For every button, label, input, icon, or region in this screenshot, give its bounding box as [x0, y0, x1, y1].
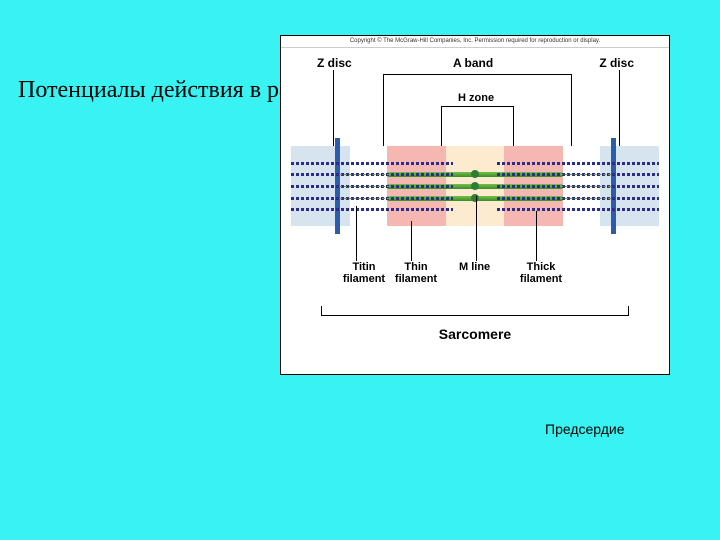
label-atrium: Предсердие	[545, 421, 625, 437]
bracket-aband-vl	[383, 74, 384, 146]
titin-filament	[339, 186, 391, 187]
titin-filament	[339, 198, 391, 199]
bracket-hzone-h	[441, 106, 513, 107]
label-thick: Thick filament	[516, 261, 566, 285]
copyright-text: Copyright © The McGraw-Hill Companies, I…	[281, 36, 669, 48]
sarcomere-bracket	[321, 306, 629, 316]
label-a-band: A band	[453, 56, 493, 70]
pointer-titin	[356, 206, 357, 261]
bracket-aband-h	[383, 74, 571, 75]
pointer-thin	[411, 221, 412, 261]
top-labels: Z disc A band Z disc	[281, 56, 669, 76]
label-titin: Titin filament	[339, 261, 389, 285]
titin-filament	[560, 174, 612, 175]
pointer-thick	[536, 211, 537, 261]
bracket-hzone-vl	[441, 106, 442, 146]
label-zdisc-right: Z disc	[599, 56, 634, 70]
bracket-hzone-vr	[513, 106, 514, 146]
thin-filament	[497, 208, 659, 211]
bracket-aband-vr	[571, 74, 572, 146]
label-thin: Thin filament	[391, 261, 441, 285]
pointer-zdisc-r	[619, 70, 620, 146]
pointer-mline	[476, 196, 477, 261]
sarcomere-diagram: Copyright © The McGraw-Hill Companies, I…	[280, 35, 670, 375]
titin-filament	[560, 186, 612, 187]
sarcomere-band	[291, 146, 659, 226]
label-zdisc-left: Z disc	[317, 56, 352, 70]
thin-filament	[291, 208, 453, 211]
titin-filament	[560, 198, 612, 199]
label-h-zone: H zone	[458, 92, 494, 104]
thin-filament	[291, 162, 453, 165]
thin-filament	[497, 162, 659, 165]
label-sarcomere: Sarcomere	[281, 326, 669, 342]
titin-filament	[339, 174, 391, 175]
pointer-zdisc-l	[333, 70, 334, 146]
label-mline: M line	[459, 261, 490, 273]
